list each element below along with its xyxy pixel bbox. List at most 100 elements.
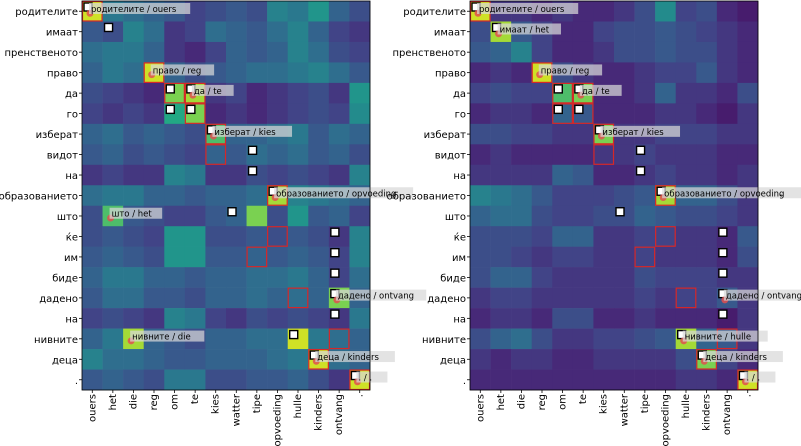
heatmap-cell xyxy=(490,41,512,63)
heatmap-cell xyxy=(123,144,145,166)
heatmap-cell xyxy=(226,369,247,391)
heatmap-cell xyxy=(614,62,635,84)
heatmap-cell xyxy=(143,246,165,268)
heatmap-cell xyxy=(164,369,186,391)
heatmap-cell xyxy=(102,246,124,268)
heatmap-cell xyxy=(205,226,227,247)
heatmap-cell xyxy=(716,1,738,22)
heatmap-cell xyxy=(675,267,697,288)
x-tick-label: opvoeding xyxy=(272,394,283,446)
heatmap-cell xyxy=(308,267,330,288)
heatmap-cell xyxy=(164,41,186,63)
heatmap-cell xyxy=(696,62,718,84)
prediction-marker xyxy=(330,247,340,258)
heatmap-cell xyxy=(267,82,289,104)
heatmap-frame xyxy=(469,0,759,391)
heatmap-cell xyxy=(572,41,594,63)
heatmap-cell xyxy=(716,123,738,145)
heatmap-cell xyxy=(634,41,656,63)
heatmap-cell xyxy=(349,144,371,166)
heatmap-cell xyxy=(552,328,574,350)
heatmap-cell xyxy=(716,62,738,84)
heatmap-cell xyxy=(246,267,268,288)
heatmap-cell xyxy=(349,82,371,104)
heatmap-cell xyxy=(614,246,635,268)
y-tick-label: им xyxy=(64,253,78,264)
heatmap-cell xyxy=(696,1,718,22)
heatmap-cell xyxy=(184,144,206,166)
annotation-bg xyxy=(109,207,163,219)
alignment-box xyxy=(552,103,573,124)
alignment-box xyxy=(655,226,676,247)
heatmap-cell xyxy=(123,82,145,104)
x-tick-label: . xyxy=(743,394,754,397)
annotation-bg xyxy=(744,371,776,383)
y-tick-label: на xyxy=(453,314,466,325)
heatmap-cell xyxy=(490,185,512,207)
heatmap-cell xyxy=(267,246,289,268)
heatmap-cell xyxy=(634,185,656,207)
heatmap-cell xyxy=(552,205,574,227)
annotation-label: образованието / opvoeding xyxy=(276,189,396,199)
heatmap-cell xyxy=(184,226,206,247)
heatmap-cell xyxy=(184,185,206,207)
prediction-marker xyxy=(330,268,340,278)
heatmap-cell xyxy=(572,328,594,350)
y-tick-label: дадено xyxy=(427,294,466,305)
x-tick-label: kinders xyxy=(314,394,325,431)
heatmap-cell xyxy=(737,62,759,84)
heatmap-cell xyxy=(470,21,491,43)
alignment-box xyxy=(267,226,288,247)
prediction-marker xyxy=(635,166,646,176)
annotation-label: образованието / opvoeding xyxy=(664,189,784,199)
y-tick-label: имаат xyxy=(434,28,466,39)
heatmap-cell xyxy=(675,103,697,125)
prediction-marker xyxy=(615,207,625,217)
heatmap-cell xyxy=(82,164,103,186)
heatmap-cell xyxy=(349,308,371,329)
heatmap-cell xyxy=(267,205,289,227)
heatmap-cell xyxy=(572,308,594,329)
prediction-marker xyxy=(186,104,196,115)
heatmap-cell xyxy=(511,41,533,63)
heatmap-cell xyxy=(164,144,186,166)
annotation-bg xyxy=(335,289,427,301)
heatmap-cell xyxy=(349,21,371,43)
heatmap-cell xyxy=(655,287,677,309)
heatmap-cell xyxy=(246,82,268,104)
heatmap-cell xyxy=(655,328,677,350)
y-tick-label: имаат xyxy=(46,28,78,39)
heatmap-cell xyxy=(123,287,145,309)
heatmap-cell xyxy=(164,308,186,329)
heatmap-cell xyxy=(737,267,759,288)
annotation-label: нивните / hulle xyxy=(685,333,751,343)
heatmap-cell xyxy=(470,267,491,288)
heatmap-cell xyxy=(287,144,309,166)
heatmap-cell xyxy=(593,328,615,350)
heatmap-cell xyxy=(102,82,124,104)
heatmap-cell xyxy=(552,226,574,247)
heatmap-cell xyxy=(675,246,697,268)
heatmap-cell xyxy=(696,164,718,186)
heatmap-cell xyxy=(184,41,206,63)
heatmap-cell xyxy=(634,308,656,329)
heatmap-cell xyxy=(696,246,718,268)
heatmap-cell xyxy=(164,267,186,288)
heatmap-cell xyxy=(82,226,103,247)
heatmap-cell xyxy=(102,349,124,370)
heatmap-cell xyxy=(123,246,145,268)
heatmap-cell xyxy=(531,205,553,227)
heatmap-cell xyxy=(531,328,553,350)
heatmap-cell xyxy=(634,246,656,268)
heatmap-cell xyxy=(634,82,656,104)
annotation-label: да / te xyxy=(194,87,222,97)
heatmap-cell xyxy=(634,349,656,370)
heatmap-cell xyxy=(205,144,227,166)
heatmap-cell xyxy=(226,226,247,247)
heatmap-cell xyxy=(531,267,553,288)
heatmap-cell xyxy=(593,308,615,329)
annotation-bg xyxy=(477,3,579,14)
heatmap-cell xyxy=(572,349,594,370)
alignment-box xyxy=(287,287,309,309)
heatmap-cell xyxy=(287,1,309,22)
